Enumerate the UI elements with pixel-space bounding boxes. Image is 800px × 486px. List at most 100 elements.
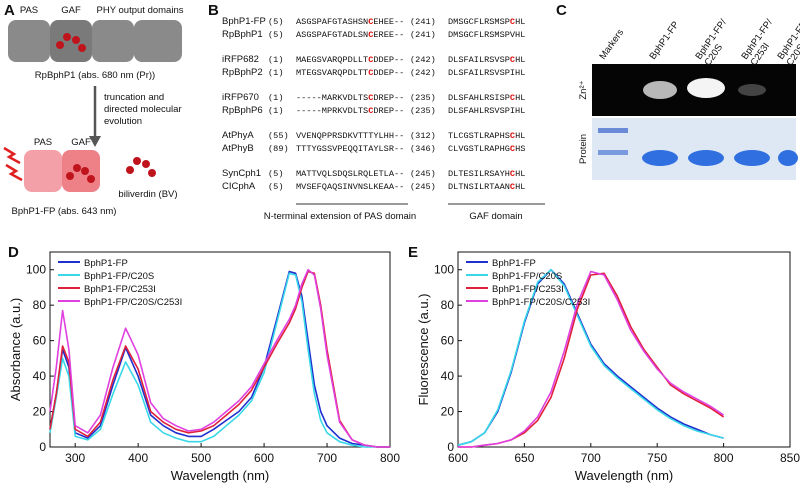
product-label: BphP1-FP (abs. 643 nm) <box>12 206 117 217</box>
gel-band <box>778 150 798 166</box>
protein-label: RpBphP1 (abs. 680 nm (Pr)) <box>35 70 155 81</box>
y-tick-label: 80 <box>33 298 47 312</box>
x-tick-label: 600 <box>254 451 274 465</box>
seq-name: iRFP670 <box>222 92 259 103</box>
sequence: DMSGCFLRSMSPVHL <box>448 30 525 40</box>
seq-pos: (242) <box>410 68 436 78</box>
gel-band <box>688 150 724 166</box>
legend-label: BphP1-FP <box>492 258 536 269</box>
legend-label: BphP1-FP/C20S/C253I <box>84 297 182 308</box>
sequence: -----MPRKVDLTSCDREP-- <box>296 106 404 116</box>
seq-pos: (241) <box>410 30 436 40</box>
protein-gel <box>592 118 796 180</box>
x-tick-label: 500 <box>191 451 211 465</box>
gel-band <box>643 81 677 99</box>
domain-label: GAF <box>71 137 91 148</box>
seq-name: iRFP682 <box>222 54 259 65</box>
panel-c: C Zn²⁺ Protein Markers BphP1-FP BphP1-FP/C… <box>556 2 800 180</box>
ligand-label: biliverdin (BV) <box>118 189 177 200</box>
x-tick-label: 300 <box>65 451 85 465</box>
legend-label: BphP1-FP/C253I <box>492 284 564 295</box>
sequence: DLSFAHLRSISPCHL <box>448 93 525 103</box>
panel-label: B <box>208 2 219 19</box>
series-line <box>458 270 725 448</box>
x-tick-label: 850 <box>780 451 800 465</box>
seq-pos: (312) <box>410 131 436 141</box>
seq-pos: (235) <box>410 106 436 116</box>
sequence: MAEGSVARQPDLLTCDDEP-- <box>296 55 404 65</box>
legend-label: BphP1-FP/C20S/C253I <box>492 297 590 308</box>
phy-domain <box>134 20 182 62</box>
y-tick-label: 100 <box>26 263 46 277</box>
step-label: truncation and directed molecular evolutio… <box>104 92 182 127</box>
y-axis-label: Absorbance (a.u.) <box>8 298 23 401</box>
sequence: TLCGSTLRAPHSCHL <box>448 131 525 141</box>
region-label: GAF domain <box>469 211 522 222</box>
seq-pos: (346) <box>410 144 436 154</box>
pas-domain <box>8 20 50 62</box>
legend-label: BphP1-FP/C20S <box>492 271 562 282</box>
arrow-head <box>89 136 101 147</box>
series-line <box>49 268 390 448</box>
sequence: MTEGSVARQPDLTTCDDEP-- <box>296 68 404 78</box>
sequence: -----MARKVDLTSCDREP-- <box>296 93 404 103</box>
seq-name: RpBphP6 <box>222 105 263 116</box>
panel-label: E <box>408 244 418 261</box>
lane-label: BphP1-FP <box>647 20 681 62</box>
sequence: ASGSPAFGTADLSNCEREE-- <box>296 30 404 40</box>
gel-band <box>598 150 628 155</box>
seq-pos: (242) <box>410 55 436 65</box>
legend-label: BphP1-FP/C20S <box>84 271 154 282</box>
sequence: DLTESILRSAYHCHL <box>448 169 525 179</box>
row-label: Zn²⁺ <box>578 80 589 99</box>
plot-frame <box>457 251 791 448</box>
series-line <box>49 272 390 448</box>
y-axis-label: Fluorescence (a.u.) <box>416 294 431 406</box>
seq-start: (55) <box>268 131 289 141</box>
x-tick-label: 800 <box>380 451 400 465</box>
seq-start: (1) <box>268 93 283 103</box>
pas-domain <box>24 150 62 192</box>
panel-b: B N-terminal extension of PAS domain GAF… <box>208 2 545 222</box>
seq-pos: (235) <box>410 93 436 103</box>
x-tick-label: 400 <box>128 451 148 465</box>
y-tick-label: 60 <box>441 334 455 348</box>
gel-band <box>734 150 770 166</box>
panel-label: A <box>4 2 15 19</box>
seq-start: (5) <box>268 182 283 192</box>
sequence: TTTYGSSVPEQQITAYLSR-- <box>296 144 404 154</box>
y-tick-label: 80 <box>441 298 455 312</box>
lane-label: Markers <box>597 27 626 62</box>
sequence: DLSFAILRSVSPCHL <box>448 55 525 65</box>
sequence: DMSGCFLRSMSPCHL <box>448 17 525 27</box>
sequence: MATTVQLSDQSLRQLETLA-- <box>296 169 404 179</box>
lane-label: BphP1-FP/C20S/C253I <box>775 13 800 68</box>
sequence: VVENQPPRSDKVTTTYLHH-- <box>296 131 404 141</box>
seq-start: (5) <box>268 30 283 40</box>
domain-label: PHY output domains <box>97 5 184 16</box>
seq-pos: (245) <box>410 182 436 192</box>
plot-frame <box>49 251 391 448</box>
sequence: DLSFAILRSVSPIHL <box>448 68 525 78</box>
sequence: DLSFAHLRSVSPIHL <box>448 106 525 116</box>
x-tick-label: 600 <box>448 451 468 465</box>
chromophore <box>66 164 95 183</box>
y-tick-label: 40 <box>441 369 455 383</box>
x-axis-label: Wavelength (nm) <box>171 468 270 483</box>
seq-name: AtPhyA <box>222 130 254 141</box>
seq-pos: (241) <box>410 17 436 27</box>
y-tick-label: 0 <box>447 440 454 454</box>
region-label: N-terminal extension of PAS domain <box>264 211 416 222</box>
domain-label: PAS <box>20 5 38 16</box>
y-tick-label: 100 <box>434 263 454 277</box>
lane-label: BphP1-FP/C20S <box>693 17 738 68</box>
sequence: CLVGSTLRAPHGCHS <box>448 144 525 154</box>
x-tick-label: 750 <box>647 451 667 465</box>
seq-name: RpBphP2 <box>222 67 263 78</box>
chromophore <box>56 33 86 52</box>
row-label: Protein <box>578 134 589 164</box>
seq-name: SynCph1 <box>222 168 261 179</box>
seq-name: CICphA <box>222 181 256 192</box>
y-tick-label: 20 <box>441 405 455 419</box>
